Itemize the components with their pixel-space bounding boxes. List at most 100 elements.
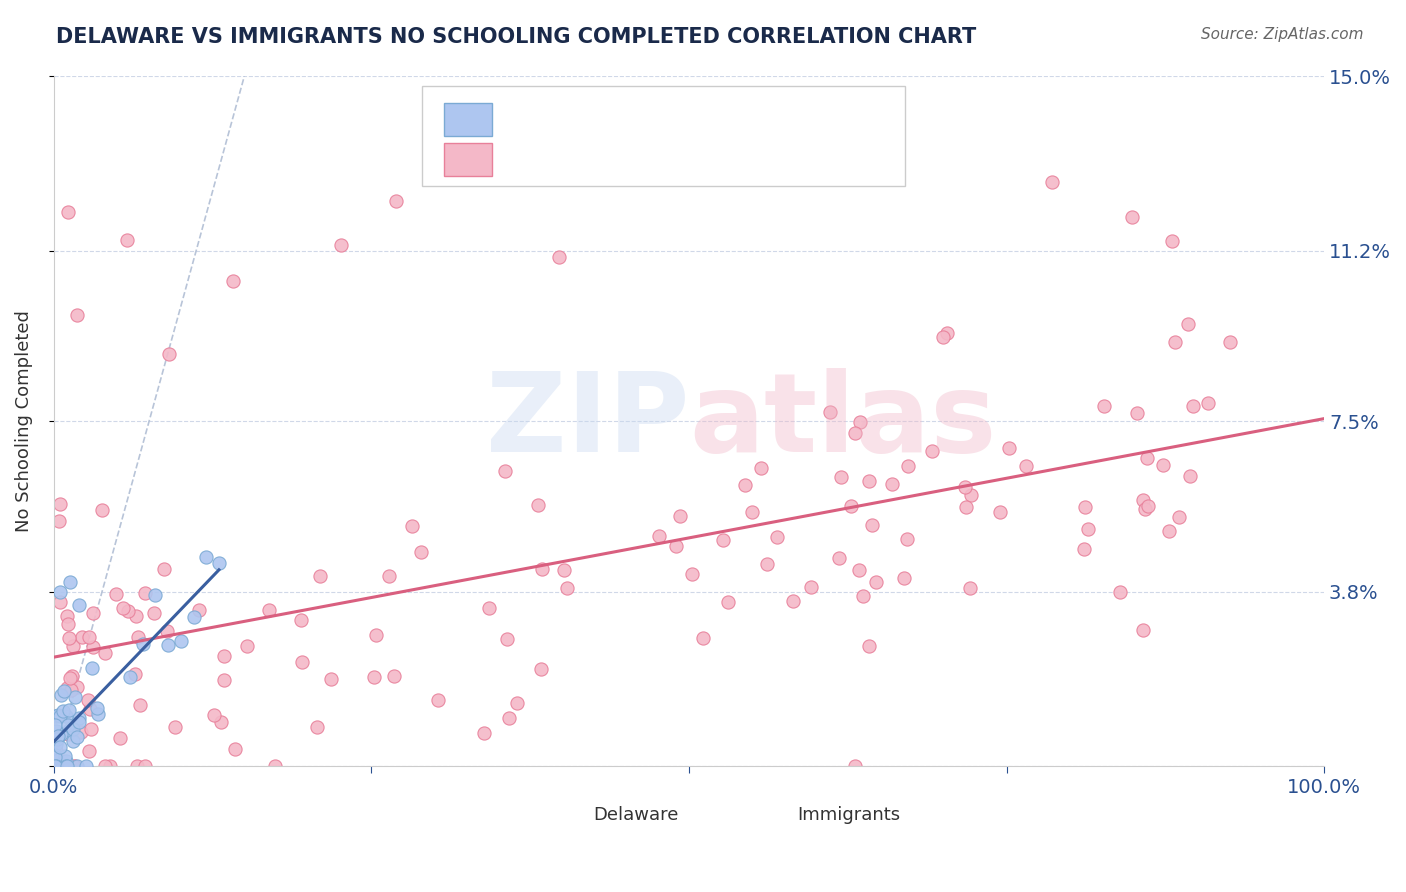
Point (498, 711, 520, 725)
Point (134, 759, 156, 773)
Point (526, 498, 548, 512)
Point (145, 588, 167, 602)
Point (66, 680, 89, 694)
Point (67, 711, 90, 725)
Point (45, 759, 67, 773)
Text: R =  0.511   N =  56: R = 0.511 N = 56 (515, 111, 733, 128)
Point (45, 744, 67, 758)
Point (1181, 400, 1204, 414)
Point (782, 593, 804, 607)
Point (51, 755, 73, 769)
Point (681, 567, 703, 582)
Point (53, 759, 76, 773)
Point (849, 415, 872, 429)
Point (291, 656, 314, 670)
Point (129, 698, 152, 713)
Point (55, 759, 77, 773)
Point (170, 633, 193, 648)
Point (48, 514, 70, 528)
Point (897, 458, 920, 473)
Point (70, 631, 93, 645)
Point (94, 759, 117, 773)
Point (80, 661, 103, 675)
Point (896, 532, 918, 546)
Point (1197, 396, 1219, 410)
Point (66, 731, 89, 745)
Point (382, 668, 405, 682)
Point (665, 539, 688, 553)
Point (80, 722, 103, 736)
FancyBboxPatch shape (444, 103, 492, 136)
Text: Source: ZipAtlas.com: Source: ZipAtlas.com (1201, 27, 1364, 42)
Point (669, 509, 692, 524)
Point (401, 518, 423, 533)
Point (1167, 510, 1189, 524)
Point (45, 759, 67, 773)
Point (44, 759, 66, 773)
Point (49, 497, 72, 511)
Point (366, 627, 388, 641)
Point (828, 551, 851, 566)
Point (52, 704, 75, 718)
Point (67, 714, 90, 729)
Point (56, 608, 79, 623)
Point (104, 587, 127, 601)
Point (1137, 500, 1160, 514)
Point (865, 574, 887, 589)
Point (505, 696, 527, 710)
Point (157, 347, 180, 361)
Point (1126, 406, 1149, 420)
Point (58, 718, 80, 732)
Point (1159, 524, 1181, 539)
Point (56, 727, 79, 741)
Point (45, 708, 67, 723)
Point (212, 648, 235, 663)
Point (427, 693, 450, 707)
Point (183, 610, 205, 624)
Point (319, 673, 342, 687)
Point (1092, 399, 1115, 413)
Point (51, 759, 73, 773)
Point (67, 599, 90, 613)
Point (77, 692, 100, 706)
Point (305, 720, 328, 734)
Point (100, 759, 122, 773)
Point (409, 545, 432, 559)
Point (496, 632, 519, 646)
Point (998, 441, 1021, 455)
Point (852, 589, 875, 603)
Y-axis label: No Schooling Completed: No Schooling Completed (15, 310, 32, 533)
Point (112, 601, 135, 615)
Point (55, 709, 77, 723)
Point (209, 714, 232, 729)
Point (236, 639, 259, 653)
Point (44, 754, 66, 768)
Point (53, 684, 76, 698)
Point (90, 502, 112, 516)
Point (1136, 451, 1159, 466)
Point (44, 747, 66, 762)
Point (263, 759, 285, 773)
Point (1163, 335, 1185, 350)
Point (959, 581, 981, 595)
Point (75, 759, 97, 773)
Point (308, 569, 330, 583)
Point (921, 444, 943, 458)
Point (955, 500, 977, 515)
Point (79, 702, 101, 716)
Point (125, 608, 148, 623)
Point (65, 759, 87, 773)
Point (63, 759, 86, 773)
Point (63, 690, 86, 705)
Point (59, 575, 82, 590)
Point (55, 759, 77, 773)
Point (1015, 459, 1038, 474)
Point (45, 737, 67, 751)
Point (988, 505, 1011, 519)
Point (58, 702, 80, 716)
Point (70, 724, 93, 739)
Point (478, 600, 501, 615)
Point (66, 308, 89, 322)
Point (472, 726, 495, 740)
Point (818, 405, 841, 419)
